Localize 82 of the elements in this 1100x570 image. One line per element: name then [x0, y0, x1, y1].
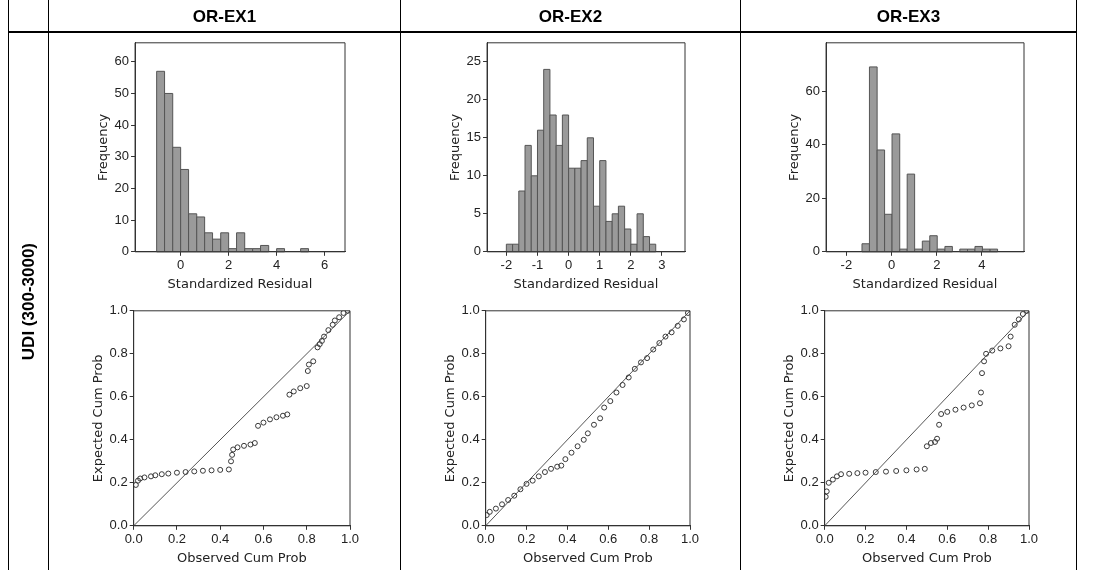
y-tick-label: 0.8: [461, 345, 480, 361]
y-tick-label: 0: [812, 243, 821, 259]
x-tick-label: 6: [320, 257, 328, 273]
x-axis-title: Standardized Residual: [167, 275, 312, 291]
chart-title: OR-EX3: [741, 0, 1077, 33]
y-tick-label: 25: [466, 53, 481, 69]
x-tick-label: 1: [595, 257, 603, 273]
y-tick-label: 0.4: [800, 431, 819, 447]
x-tick-label: -2: [840, 257, 853, 273]
y-tick-label: 40: [805, 136, 821, 152]
y-tick-label: 0.2: [461, 474, 480, 490]
x-tick-label: 1.0: [680, 531, 699, 547]
y-tick-label: 0.0: [109, 517, 128, 533]
x-tick-label: 0.8: [639, 531, 658, 547]
y-tick-label: 0.6: [800, 388, 819, 404]
y-tick-label: 5: [473, 205, 481, 221]
y-tick-label: 0.8: [109, 345, 128, 361]
x-tick-label: 2: [626, 257, 634, 273]
x-tick-label: 1.0: [340, 531, 359, 547]
y-tick-label: 10: [466, 167, 481, 183]
x-tick-label: 0.4: [557, 531, 576, 547]
y-axis-title: Expected Cum Prob: [89, 354, 105, 483]
y-tick-label: 10: [114, 211, 129, 227]
y-tick-label: 15: [466, 129, 481, 145]
y-tick-label: 50: [114, 85, 129, 101]
y-tick-label: 20: [466, 91, 481, 107]
x-tick-label: 0.6: [253, 531, 273, 547]
x-tick-label: 3: [657, 257, 666, 273]
text: UDI (300-3000): [19, 242, 39, 361]
y-tick-label: 0: [121, 243, 129, 259]
x-axis-title: Standardized Residual: [513, 275, 658, 291]
y-tick-label: 0.6: [461, 388, 480, 404]
y-axis-title: Expected Cum Prob: [781, 354, 797, 483]
x-tick-label: -2: [500, 257, 512, 273]
y-tick-label: 40: [114, 116, 129, 132]
y-tick-label: 0.0: [800, 517, 819, 533]
y-tick-label: 0.6: [109, 388, 128, 404]
y-tick-label: 1.0: [461, 302, 480, 318]
x-tick-label: 0.8: [979, 531, 998, 547]
y-tick-label: 20: [114, 180, 129, 196]
x-tick-label: 0: [564, 257, 572, 273]
y-tick-label: 20: [805, 189, 821, 205]
y-tick-label: 0.0: [461, 517, 480, 533]
x-tick-label: 0.2: [167, 531, 186, 547]
y-tick-label: 1.0: [800, 302, 819, 318]
x-tick-label: 0.2: [856, 531, 875, 547]
y-tick-label: 1.0: [109, 302, 128, 318]
chart-title: OR-EX1: [49, 0, 401, 33]
y-tick-label: 0.2: [800, 474, 819, 490]
chart-title: OR-EX2: [401, 0, 741, 33]
y-axis-title: Frequency: [446, 113, 462, 181]
x-axis-title: Observed Cum Prob: [522, 549, 653, 565]
y-tick-label: 60: [805, 82, 821, 98]
y-tick-label: 0.2: [109, 474, 128, 490]
x-tick-label: 0.0: [815, 531, 834, 547]
x-tick-label: 1.0: [1019, 531, 1039, 547]
x-axis-title: Observed Cum Prob: [862, 549, 992, 565]
x-tick-label: 0.4: [897, 531, 916, 547]
y-tick-label: 0.8: [800, 345, 819, 361]
y-tick-label: 30: [114, 148, 129, 164]
x-tick-label: 0.8: [297, 531, 316, 547]
y-axis-title: Frequency: [786, 113, 802, 181]
y-axis-title: Expected Cum Prob: [441, 354, 457, 483]
x-axis-title: Observed Cum Prob: [176, 549, 307, 565]
y-tick-label: 0: [473, 243, 481, 259]
x-tick-label: 4: [272, 257, 280, 273]
x-tick-label: 4: [978, 257, 986, 273]
y-tick-label: 0.4: [461, 431, 480, 447]
x-tick-label: 0: [176, 257, 184, 273]
x-tick-label: 2: [224, 257, 232, 273]
x-tick-label: -1: [531, 257, 543, 273]
y-tick-label: 60: [114, 53, 129, 69]
x-tick-label: 0: [887, 257, 896, 273]
x-tick-label: 2: [933, 257, 941, 273]
x-tick-label: 0.6: [938, 531, 957, 547]
y-tick-label: 0.4: [109, 431, 128, 447]
y-axis-title: Frequency: [94, 113, 110, 181]
x-tick-label: 0.6: [598, 531, 617, 547]
x-tick-label: 0.4: [210, 531, 229, 547]
x-axis-title: Standardized Residual: [852, 275, 998, 291]
x-tick-label: 0.2: [517, 531, 536, 547]
x-tick-label: 0.0: [124, 531, 143, 547]
